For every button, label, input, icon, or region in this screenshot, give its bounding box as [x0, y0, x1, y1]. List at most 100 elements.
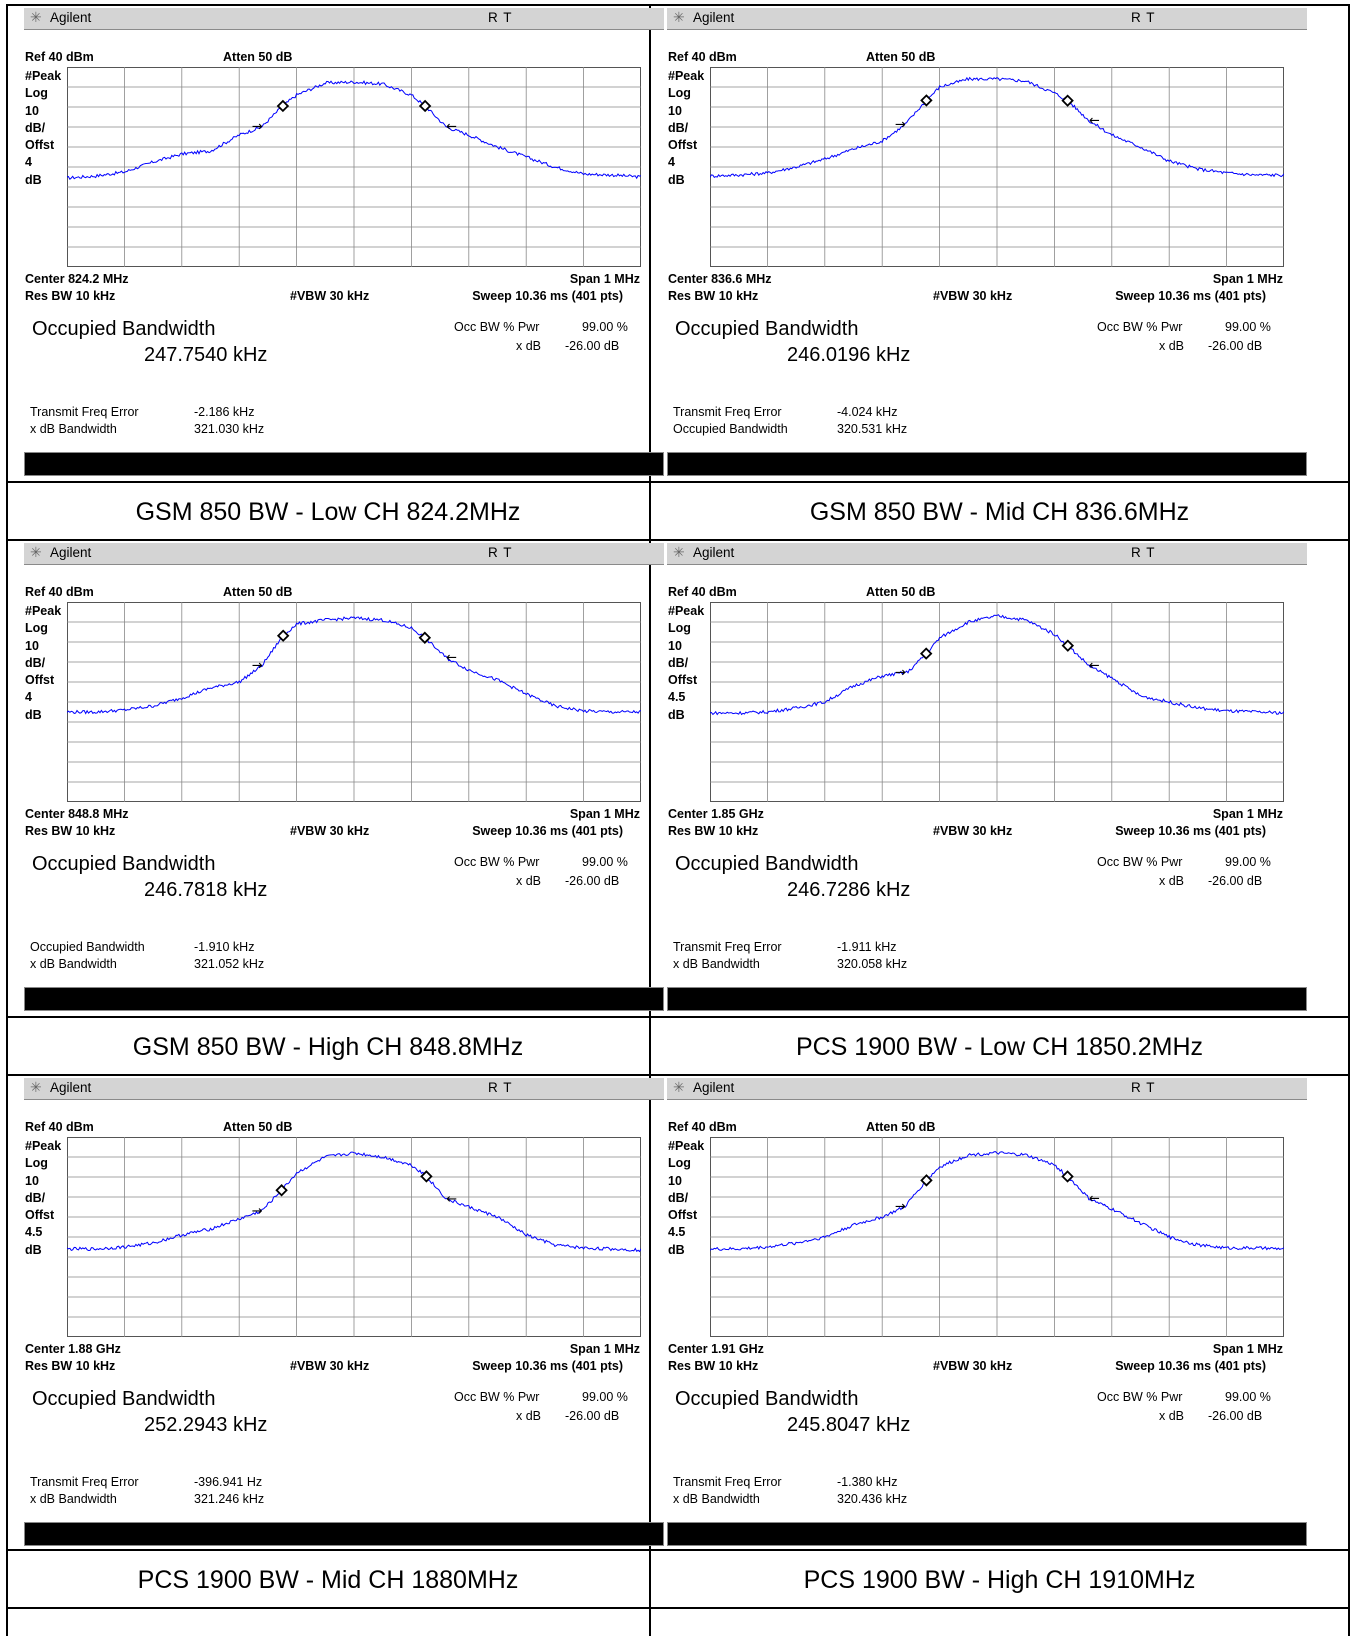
occupied-bandwidth-value: 245.8047 kHz	[787, 1414, 911, 1436]
center-frequency: Center 848.8 MHz	[25, 807, 129, 821]
metric-2-value: 320.058 kHz	[837, 957, 908, 971]
res-bw: Res BW 10 kHz	[668, 1359, 759, 1373]
xdb-arrow-marker: ←	[1089, 658, 1100, 673]
status-bar	[667, 987, 1307, 1011]
analyzer-panel: ✳ Agilent R T Ref 40 dBm Atten 50 dB #Peak Log…	[8, 6, 668, 483]
app-name: Agilent	[693, 10, 735, 25]
spectrum-trace	[67, 80, 641, 180]
analyzer-panel: ✳ Agilent R T Ref 40 dBm Atten 50 dB #Peak Log…	[651, 6, 1311, 483]
scale-label: dB	[668, 1242, 685, 1257]
status-rt: R T	[1131, 1080, 1156, 1095]
table-hline	[6, 4, 1350, 6]
xdb-arrow-marker: →	[252, 659, 263, 674]
attenuation: Atten 50 dB	[223, 585, 293, 599]
metric-2-value: 320.436 kHz	[837, 1492, 908, 1506]
spectrum-trace	[710, 76, 1284, 178]
scale-label: 4	[668, 155, 675, 170]
metric-1-value: -1.380 kHz	[837, 1475, 898, 1489]
status-rt: R T	[488, 545, 513, 560]
spectrum-trace	[710, 614, 1284, 716]
title-bar: ✳ Agilent R T	[24, 1078, 664, 1100]
scale-label: 4.5	[668, 1225, 686, 1240]
scale-label: dB	[25, 1242, 42, 1257]
occ-bw-marker	[1061, 639, 1075, 652]
spectrum-plot: →←	[67, 1137, 641, 1337]
scale-label: 10	[668, 1173, 682, 1188]
occupied-bandwidth-value: 246.0196 kHz	[787, 344, 911, 366]
status-bar	[667, 452, 1307, 476]
spectrum-plot: →←	[710, 1137, 1284, 1337]
analyzer-panel: ✳ Agilent R T Ref 40 dBm Atten 50 dB #Peak Log…	[8, 541, 668, 1018]
metric-2-value: 320.531 kHz	[837, 422, 908, 436]
ref-level: Ref 40 dBm	[668, 50, 737, 64]
spectrum-trace	[67, 1151, 641, 1253]
scale-label: 10	[668, 103, 682, 118]
vbw: #VBW 30 kHz	[933, 824, 1013, 838]
panel-caption: GSM 850 BW - Low CH 824.2MHz	[135, 497, 521, 526]
scale-label: 10	[668, 638, 682, 653]
scale-label: Offst	[668, 673, 698, 688]
occ-bw-marker	[418, 99, 432, 113]
metric-1-label: Transmit Freq Error	[673, 940, 782, 954]
scale-label: dB	[668, 707, 685, 722]
app-name: Agilent	[693, 545, 735, 560]
attenuation: Atten 50 dB	[866, 585, 936, 599]
occupied-bandwidth-title: Occupied Bandwidth	[32, 318, 216, 340]
app-name: Agilent	[50, 545, 92, 560]
occupied-bandwidth-value: 246.7818 kHz	[144, 879, 268, 901]
metric-1-label: Occupied Bandwidth	[30, 940, 145, 954]
agilent-spark-icon: ✳	[673, 1079, 685, 1095]
metric-1-label: Transmit Freq Error	[673, 405, 782, 419]
analyzer-panel: ✳ Agilent R T Ref 40 dBm Atten 50 dB #Peak Log…	[651, 1076, 1311, 1553]
scale-label: Log	[668, 621, 691, 636]
scale-label: 4.5	[25, 1225, 43, 1240]
metric-2-label: x dB Bandwidth	[30, 1492, 117, 1506]
occ-bw-marker	[920, 1174, 933, 1187]
occ-pwr-value: 99.00 %	[582, 320, 628, 334]
ref-level: Ref 40 dBm	[25, 1120, 94, 1134]
panel-caption: PCS 1900 BW - Mid CH 1880MHz	[137, 1565, 519, 1594]
vbw: #VBW 30 kHz	[933, 289, 1013, 303]
occ-pwr-value: 99.00 %	[1225, 320, 1271, 334]
attenuation: Atten 50 dB	[223, 50, 293, 64]
metric-1-label: Transmit Freq Error	[673, 1475, 782, 1489]
scale-labels: #Peak Log 10 dB/Offst 4 dB	[668, 68, 704, 189]
agilent-spark-icon: ✳	[673, 544, 685, 560]
panel-caption: GSM 850 BW - High CH 848.8MHz	[132, 1032, 524, 1061]
occ-pwr-label: Occ BW % Pwr	[1097, 320, 1183, 334]
spectrum-plot: →←	[710, 67, 1284, 267]
center-frequency: Center 824.2 MHz	[25, 272, 129, 286]
scale-label: Log	[668, 86, 691, 101]
xdb-arrow-marker: ←	[446, 1192, 457, 1207]
metric-2-value: 321.030 kHz	[194, 422, 265, 436]
sweep: Sweep 10.36 ms (401 pts)	[1115, 1359, 1266, 1373]
xdb-label: x dB	[516, 1409, 542, 1423]
span-label: Span 1 MHz	[1212, 1342, 1283, 1356]
occ-bw-marker	[418, 631, 432, 644]
span-label: Span 1 MHz	[569, 272, 640, 286]
panel-caption: GSM 850 BW - Mid CH 836.6MHz	[809, 497, 1190, 526]
vbw: #VBW 30 kHz	[290, 1359, 370, 1373]
analyzer-panel: ✳ Agilent R T Ref 40 dBm Atten 50 dB #Peak Log…	[651, 541, 1311, 1018]
metric-2-value: 321.052 kHz	[194, 957, 265, 971]
occ-bw-marker	[275, 1184, 288, 1197]
table-hline	[6, 1016, 1350, 1018]
scale-label: dB	[668, 172, 685, 187]
occ-pwr-label: Occ BW % Pwr	[454, 1390, 540, 1404]
xdb-value: -26.00 dB	[565, 874, 620, 888]
ref-level: Ref 40 dBm	[25, 585, 94, 599]
scale-labels: #Peak Log 10 dB/Offst 4 dB	[25, 603, 61, 724]
center-frequency: Center 836.6 MHz	[668, 272, 772, 286]
scale-label: dB/	[668, 655, 689, 670]
scale-labels: #Peak Log 10 dB/Offst 4.5 dB	[668, 603, 704, 724]
scale-label: #Peak	[668, 69, 705, 83]
center-frequency: Center 1.85 GHz	[668, 807, 764, 821]
scale-label: #Peak	[25, 1139, 62, 1153]
agilent-spark-icon: ✳	[30, 1079, 42, 1095]
status-bar	[667, 1522, 1307, 1546]
res-bw: Res BW 10 kHz	[668, 824, 759, 838]
metric-1-value: -1.910 kHz	[194, 940, 255, 954]
scale-label: #Peak	[25, 69, 62, 83]
spectrum-trace	[710, 1151, 1284, 1251]
agilent-spark-icon: ✳	[30, 9, 42, 25]
